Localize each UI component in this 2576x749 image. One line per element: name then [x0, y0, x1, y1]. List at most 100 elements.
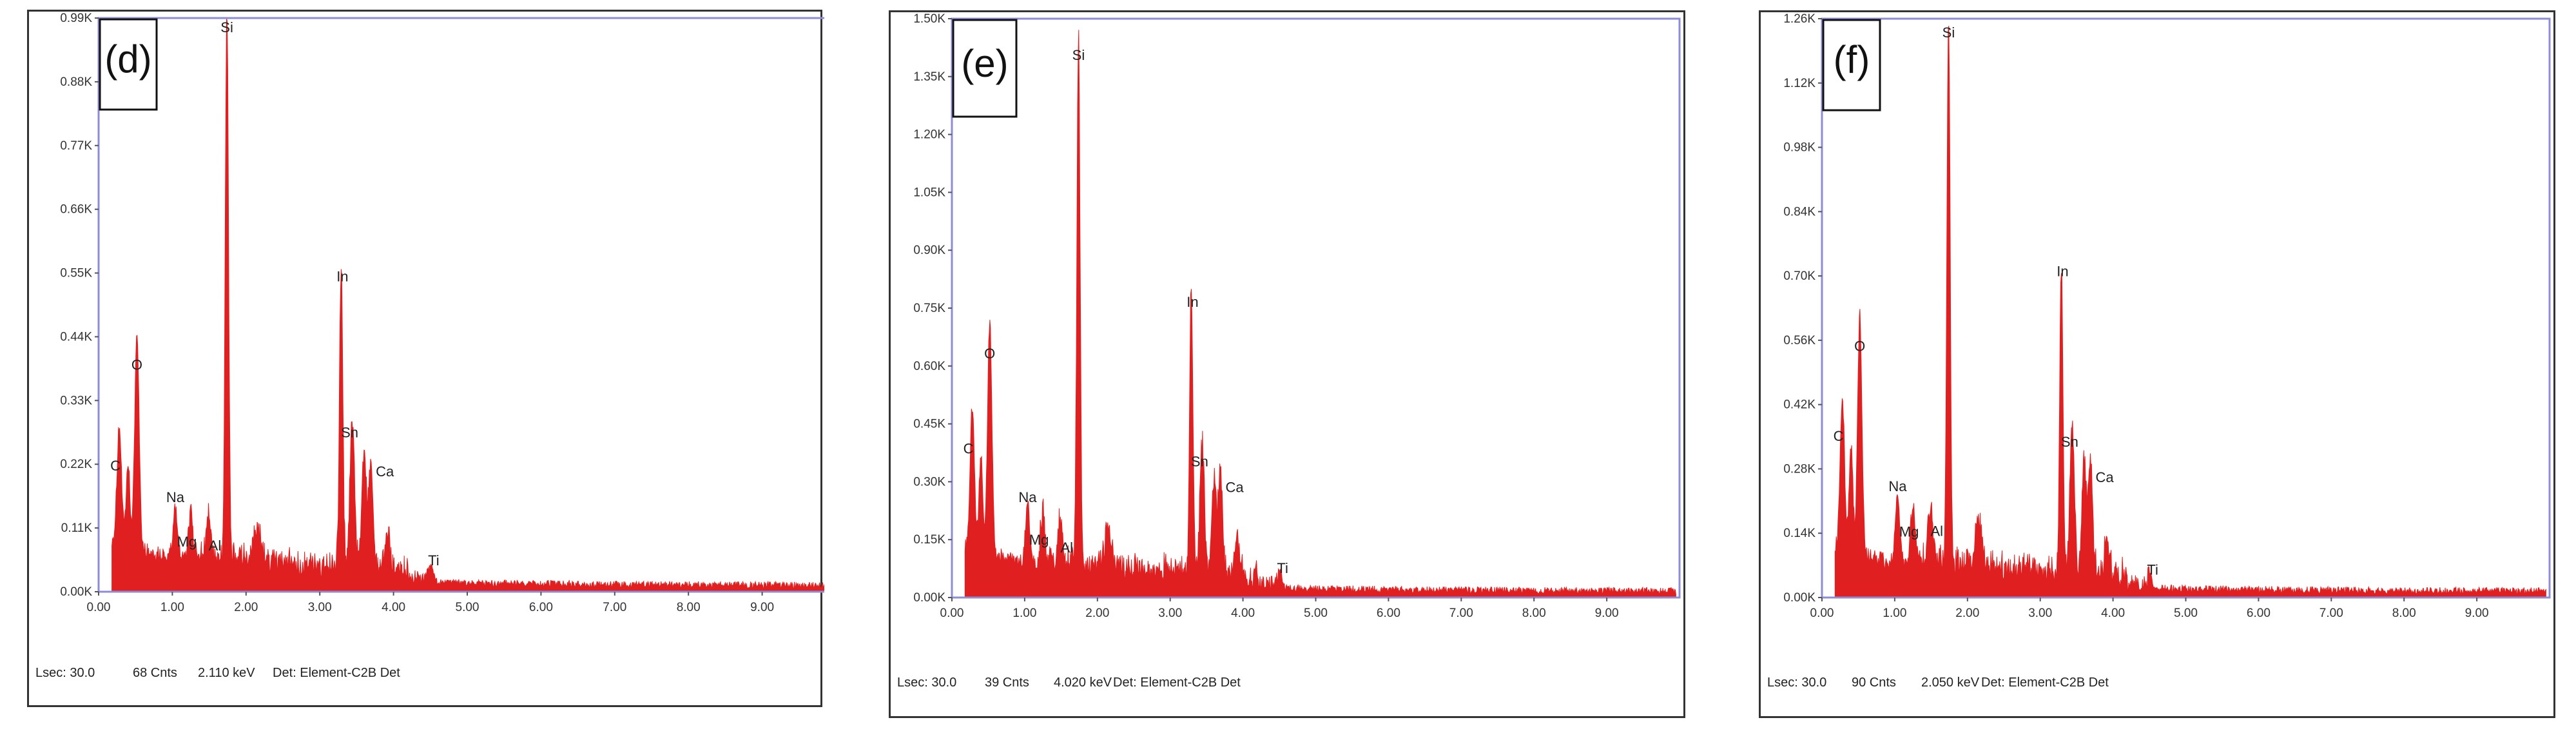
spectrum-area: [964, 30, 1676, 598]
y-tick-label: 0.44K: [60, 330, 92, 344]
x-tick-label: 9.00: [2465, 607, 2489, 620]
peak-label-al: Al: [1930, 523, 1943, 539]
y-tick-label: 1.05K: [913, 186, 945, 199]
peak-label-al: Al: [209, 538, 222, 554]
y-tick-label: 0.90K: [913, 244, 945, 257]
y-tick-label: 1.50K: [913, 12, 945, 26]
y-tick-label: 0.77K: [60, 139, 92, 153]
footer-kev: 2.050 keV: [1921, 676, 1980, 690]
chart-panel-e: 0.00K 0.15K 0.30K 0.45K 0.60K 0.75K 0.90K 1.05K…: [889, 10, 1685, 718]
x-tick-label: 6.00: [1377, 607, 1400, 620]
footer-det: Det: Element-C2B Det: [1981, 676, 2109, 690]
peak-label-mg: Mg: [177, 534, 197, 550]
peak-label-ti: Ti: [428, 552, 440, 569]
x-tick-label: 4.00: [382, 601, 405, 614]
y-tick-label: 1.26K: [1783, 12, 1816, 26]
footer-cnts: 90 Cnts: [1852, 676, 1896, 690]
y-tick-label: 0.00K: [1783, 591, 1816, 605]
y-tick-label: 0.15K: [913, 533, 945, 547]
x-tick-label: 0.00: [940, 607, 964, 620]
peak-label-na: Na: [1018, 489, 1037, 505]
x-tick-label: 2.00: [1955, 607, 1979, 620]
y-tick-label: 1.35K: [913, 70, 945, 84]
chart-panel-d: 0.00K 0.11K 0.22K 0.33K 0.44K 0.55K 0.66K 0.77K…: [27, 10, 824, 707]
y-tick-label: 0.60K: [913, 360, 945, 373]
x-tick-label: 1.00: [1012, 607, 1036, 620]
y-tick-label: 0.00K: [60, 585, 92, 599]
x-tick-label: 8.00: [2392, 607, 2416, 620]
peak-label-in: In: [2057, 263, 2068, 279]
panel-label: (f): [1834, 38, 1870, 81]
plot-frame: [951, 17, 1681, 599]
y-tick-label: 0.75K: [913, 302, 945, 315]
x-tick-label: 8.00: [677, 601, 701, 614]
x-tick-label: 5.00: [1304, 607, 1328, 620]
spectrum-svg: 0.00K 0.11K 0.22K 0.33K 0.44K 0.55K 0.66K 0.77K…: [35, 12, 824, 680]
footer-cnts: 39 Cnts: [985, 676, 1029, 690]
peak-label-ti: Ti: [2147, 562, 2158, 578]
y-tick-label: 0.33K: [60, 394, 92, 407]
spectrum-svg: 0.00K 0.14K 0.28K 0.42K 0.56K 0.70K 0.84K 0.98K…: [1767, 12, 2551, 690]
y-tick-label: 0.30K: [913, 475, 945, 489]
x-tick-label: 9.00: [750, 601, 774, 614]
peak-label-ca: Ca: [1226, 479, 1244, 495]
x-tick-label: 7.00: [1449, 607, 1473, 620]
x-tick-label: 0.00: [1810, 607, 1834, 620]
x-tick-label: 6.00: [2247, 607, 2271, 620]
plot-frame: [97, 17, 824, 593]
peak-label-na: Na: [1888, 478, 1907, 494]
peak-label-o: O: [131, 356, 142, 373]
x-tick-label: 3.00: [2028, 607, 2052, 620]
y-tick-label: 0.98K: [1783, 141, 1816, 155]
peak-label-ca: Ca: [376, 463, 394, 480]
y-tick-label: 0.11K: [61, 521, 93, 535]
y-tick-label: 0.66K: [60, 203, 92, 217]
footer-lsec: Lsec: 30.0: [35, 666, 95, 680]
peak-label-c: C: [110, 458, 121, 474]
panel-label: (e): [961, 42, 1008, 85]
y-tick-label: 1.20K: [913, 128, 945, 142]
peak-label-ti: Ti: [1277, 560, 1288, 576]
y-tick-label: 0.14K: [1783, 527, 1816, 540]
footer-cnts: 68 Cnts: [133, 666, 177, 680]
x-tick-label: 7.00: [2319, 607, 2343, 620]
peak-label-c: C: [964, 440, 974, 456]
peak-label-sn: Sn: [341, 424, 358, 440]
y-tick-label: 0.55K: [60, 267, 92, 280]
panel-label: (d): [104, 37, 151, 81]
x-tick-label: 1.00: [160, 601, 184, 614]
y-tick-label: 0.99K: [60, 12, 92, 25]
panel-label-box: [99, 18, 158, 111]
y-tick-label: 0.00K: [913, 591, 945, 605]
x-tick-label: 8.00: [1522, 607, 1546, 620]
peak-label-si: Si: [1072, 47, 1085, 63]
peak-label-in: In: [336, 269, 348, 285]
panel-label-box: [1822, 19, 1881, 112]
y-tick-label: 0.28K: [1783, 462, 1816, 476]
peak-label-in: In: [1186, 294, 1198, 310]
x-tick-label: 9.00: [1595, 607, 1619, 620]
spectrum-area: [1834, 26, 2546, 598]
peak-label-o: O: [1854, 338, 1865, 354]
x-tick-label: 5.00: [2174, 607, 2198, 620]
y-tick-label: 1.12K: [1783, 77, 1816, 90]
peak-label-mg: Mg: [1899, 524, 1919, 540]
spectrum-svg: 0.00K 0.15K 0.30K 0.45K 0.60K 0.75K 0.90K 1.05K…: [897, 12, 1681, 690]
footer-kev: 2.110 keV: [198, 666, 255, 680]
panel-label-box: [952, 19, 1018, 118]
footer-det: Det: Element-C2B Det: [1113, 676, 1241, 690]
peak-label-mg: Mg: [1029, 532, 1049, 548]
spectrum-area: [111, 17, 824, 592]
x-tick-label: 5.00: [456, 601, 479, 614]
x-tick-label: 6.00: [529, 601, 553, 614]
x-tick-label: 2.00: [1085, 607, 1109, 620]
y-tick-label: 0.70K: [1783, 269, 1816, 283]
footer-det: Det: Element-C2B Det: [273, 666, 400, 680]
peak-label-sn: Sn: [2061, 434, 2078, 450]
y-tick-label: 0.22K: [60, 458, 92, 471]
x-tick-label: 4.00: [2101, 607, 2125, 620]
y-tick-label: 0.56K: [1783, 334, 1816, 347]
footer-kev: 4.020 keV: [1054, 676, 1112, 690]
y-tick-label: 0.45K: [913, 418, 945, 431]
x-tick-label: 3.00: [1158, 607, 1182, 620]
